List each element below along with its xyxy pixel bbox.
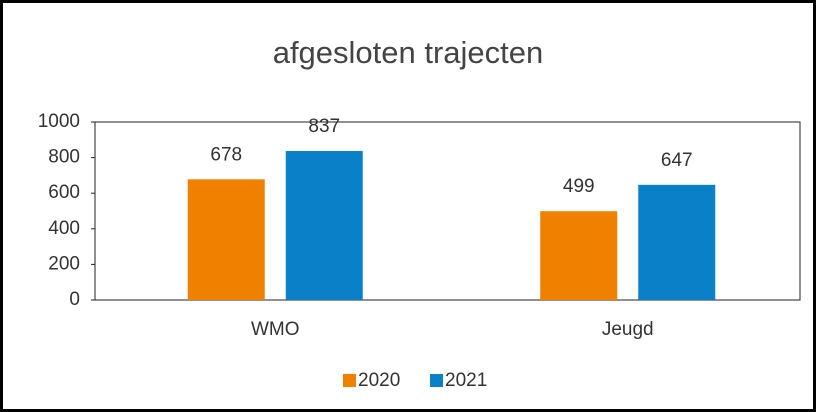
legend-swatch xyxy=(343,374,356,387)
legend-label: 2020 xyxy=(358,370,400,391)
data-label: 499 xyxy=(563,176,595,197)
bar xyxy=(285,151,363,300)
data-label: 678 xyxy=(210,144,242,165)
x-tick-label: WMO xyxy=(251,319,300,340)
bar xyxy=(638,184,716,300)
y-tick-label: 600 xyxy=(48,182,80,203)
chart-title: afgesloten trajecten xyxy=(273,35,544,70)
bar xyxy=(540,211,618,300)
x-tick-label: Jeugd xyxy=(602,319,654,340)
y-tick-label: 200 xyxy=(48,253,80,274)
data-label: 837 xyxy=(308,116,340,137)
legend-label: 2021 xyxy=(445,370,487,391)
bar xyxy=(187,179,265,300)
y-tick-label: 400 xyxy=(48,218,80,239)
plot-area xyxy=(94,121,801,301)
y-tick-label: 1000 xyxy=(38,111,80,132)
y-tick-label: 0 xyxy=(69,289,80,310)
legend-swatch xyxy=(430,374,443,387)
y-tick-label: 800 xyxy=(48,147,80,168)
data-label: 647 xyxy=(661,150,693,171)
